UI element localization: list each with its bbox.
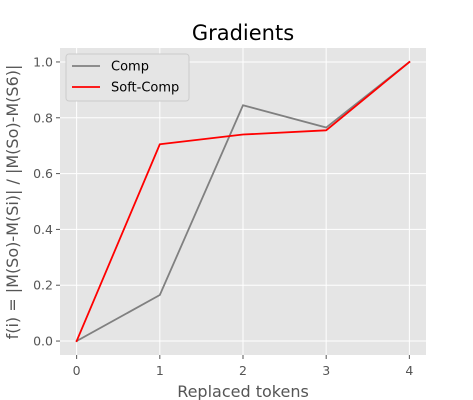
legend-label-comp: Comp	[111, 60, 149, 75]
y-tick-label: 0.8	[33, 110, 53, 125]
x-tick-label: 3	[322, 363, 330, 378]
x-tick-label: 4	[405, 363, 413, 378]
y-tick-label: 1.0	[33, 54, 53, 69]
y-tick-label: 0.4	[33, 222, 53, 237]
x-tick-label: 0	[73, 363, 81, 378]
y-tick-label: 0.0	[33, 334, 53, 349]
chart-title: Gradients	[192, 21, 294, 45]
y-tick-label: 0.2	[33, 278, 53, 293]
y-axis-label: f(i) = |M(So)-M(Si)| / |M(So)-M(S6)|	[3, 65, 22, 340]
legend: Comp Soft-Comp	[66, 54, 189, 101]
x-tick-labels: 0 1 2 3 4	[73, 363, 414, 378]
x-tick-label: 1	[156, 363, 164, 378]
x-axis-label: Replaced tokens	[177, 382, 309, 400]
x-tick-label: 2	[239, 363, 247, 378]
y-tick-labels: 0.0 0.2 0.4 0.6 0.8 1.0	[33, 54, 53, 348]
y-tick-label: 0.6	[33, 166, 53, 181]
legend-label-soft-comp: Soft-Comp	[111, 81, 179, 96]
